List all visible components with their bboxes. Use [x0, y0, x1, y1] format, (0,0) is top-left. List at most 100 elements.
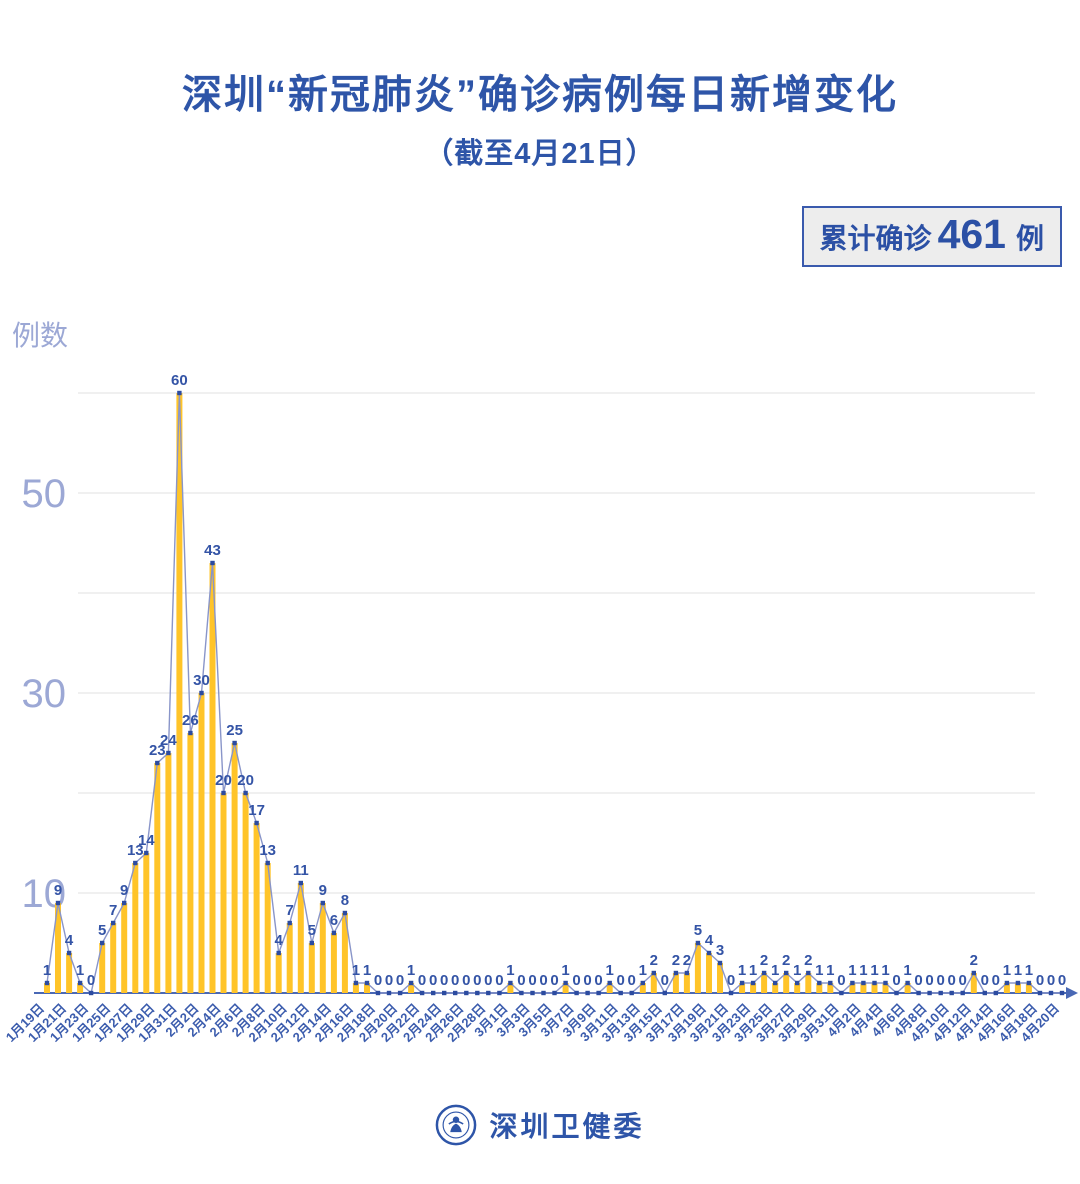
x-axis-tick-label: 3月7日: [537, 1001, 576, 1040]
data-point: [563, 980, 568, 986]
data-point: [475, 990, 480, 996]
x-axis-tick-label: 3月27日: [753, 1001, 797, 1045]
data-point: [88, 990, 94, 996]
bar: [66, 953, 73, 993]
data-point: [320, 900, 325, 906]
value-label: 2: [782, 952, 790, 969]
value-label: 30: [193, 672, 210, 689]
value-label: 1: [826, 962, 834, 979]
value-label: 1: [859, 962, 867, 979]
data-point: [640, 980, 645, 986]
value-label: 1: [848, 962, 856, 979]
x-axis-tick-label: 1月29日: [113, 1001, 157, 1045]
bar: [507, 983, 514, 993]
x-axis-tick-label: 2月28日: [444, 1001, 488, 1045]
bar: [871, 983, 878, 993]
badge-total-value: 461: [937, 211, 1006, 257]
x-axis-tick-label: 1月19日: [3, 1001, 47, 1045]
bar: [1025, 983, 1032, 993]
value-label: 0: [539, 972, 547, 989]
value-label: 9: [319, 882, 327, 899]
x-axis-tick-label: 3月23日: [709, 1001, 753, 1045]
value-label: 0: [418, 972, 426, 989]
x-axis-tick-label: 2月12日: [268, 1001, 312, 1045]
value-label: 1: [43, 962, 51, 979]
value-label: 1: [407, 962, 415, 979]
value-label: 60: [171, 372, 188, 389]
data-point: [618, 990, 623, 996]
y-axis-title: 例数: [12, 320, 68, 351]
value-label: 0: [572, 972, 580, 989]
bar: [739, 983, 746, 993]
value-label: 2: [683, 952, 691, 969]
bar: [352, 983, 359, 993]
bar: [187, 733, 194, 993]
x-axis-tick-label: 3月1日: [471, 1001, 510, 1040]
value-label: 0: [914, 972, 922, 989]
value-label: 20: [215, 772, 232, 789]
data-point: [739, 980, 745, 986]
bar: [121, 903, 128, 993]
bar: [110, 923, 117, 993]
value-label: 1: [738, 962, 746, 979]
x-axis-tick-label: 3月31日: [797, 1001, 841, 1045]
value-label: 0: [429, 972, 437, 989]
data-point: [431, 990, 436, 996]
value-label: 1: [639, 962, 647, 979]
value-label: 0: [959, 972, 967, 989]
trend-line: [46, 392, 1062, 995]
value-label: 1: [815, 962, 823, 979]
value-label: 1: [1003, 962, 1011, 979]
bar: [253, 823, 260, 993]
value-label: 0: [1047, 972, 1055, 989]
bar: [904, 983, 911, 993]
data-point: [442, 990, 447, 996]
value-label: 0: [1058, 972, 1066, 989]
data-point: [861, 980, 866, 986]
bar: [198, 693, 205, 993]
x-axis-arrow-icon: [1066, 987, 1078, 999]
data-point: [144, 850, 149, 856]
data-point: [552, 990, 557, 996]
value-label: 0: [495, 972, 503, 989]
data-point: [375, 990, 381, 996]
value-label: 1: [561, 962, 569, 979]
data-point: [795, 980, 800, 986]
data-point: [66, 950, 72, 956]
bar: [706, 953, 712, 993]
x-axis-tick-label: 1月23日: [47, 1001, 91, 1045]
shenzhen-health-commission-logo-icon: [436, 1104, 477, 1146]
bar: [849, 983, 856, 993]
y-axis-tick-label: 10: [22, 872, 67, 916]
x-axis-tick-label: 1月21日: [25, 1001, 69, 1045]
value-label: 0: [892, 972, 900, 989]
value-label: 0: [594, 972, 602, 989]
value-label: 1: [1025, 962, 1033, 979]
x-axis-tick-label: 4月2日: [824, 1001, 863, 1040]
x-axis-tick-label: 4月8日: [890, 1001, 929, 1040]
value-label: 25: [226, 722, 243, 739]
page-title: 深圳“新冠肺炎”确诊病例每日新增变化: [182, 73, 898, 117]
footer: 深圳卫健委: [0, 1104, 1080, 1146]
data-point: [828, 980, 833, 986]
data-point: [806, 970, 811, 976]
value-label: 20: [237, 772, 254, 789]
data-point: [1059, 990, 1065, 996]
x-axis-tick-label: 2月8日: [229, 1001, 268, 1040]
data-point: [883, 980, 888, 986]
x-axis-tick-label: 3月25日: [731, 1001, 775, 1045]
bar: [165, 753, 172, 993]
value-label: 1: [606, 962, 614, 979]
bar: [639, 983, 646, 993]
bar: [606, 983, 613, 993]
value-label: 6: [330, 912, 338, 929]
value-label: 43: [204, 542, 221, 559]
value-label: 5: [308, 922, 316, 939]
data-point: [1015, 980, 1021, 986]
x-axis-tick-label: 2月10日: [245, 1001, 289, 1045]
value-label: 26: [182, 712, 199, 729]
value-label: 1: [903, 962, 911, 979]
value-label: 0: [451, 972, 459, 989]
data-point: [927, 990, 932, 996]
x-axis-tick-label: 1月31日: [135, 1001, 179, 1045]
